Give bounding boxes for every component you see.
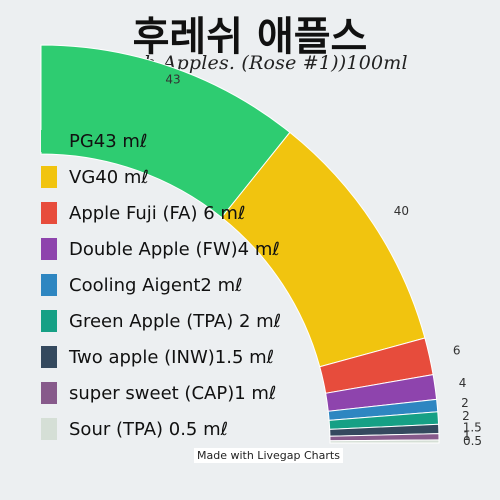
chart-value-label-6: 1.5 [463,421,482,435]
legend-swatch [41,238,57,260]
legend-swatch [41,418,57,440]
chart-slice-8[interactable] [329,439,440,444]
legend-swatch [41,274,57,296]
legend-item[interactable]: super sweet (CAP)1 mℓ [41,375,281,411]
chart-value-label-7: 1 [463,429,471,443]
legend-swatch [41,382,57,404]
chart-legend: PG43 mℓ VG40 mℓ Apple Fuji (FA) 6 mℓ Double… [41,123,281,447]
legend-label: Green Apple (TPA) 2 mℓ [69,310,282,332]
chart-value-label-0: 43 [165,73,180,87]
legend-item[interactable]: VG40 mℓ [41,159,281,195]
chart-value-label-3: 4 [459,376,467,390]
legend-swatch [41,310,57,332]
legend-item[interactable]: Cooling Aigent2 mℓ [41,267,281,303]
page-title: 후레쉬 애플스 [132,14,368,60]
legend-item[interactable]: Apple Fuji (FA) 6 mℓ [41,195,281,231]
legend-label: PG43 mℓ [69,130,148,152]
chart-value-label-8: 0.5 [463,434,482,448]
chart-value-label-1: 40 [394,204,409,218]
legend-swatch [41,130,57,152]
legend-item[interactable]: Green Apple (TPA) 2 mℓ [41,303,281,339]
legend-label: Two apple (INW)1.5 mℓ [69,346,275,368]
legend-swatch [41,346,57,368]
legend-item[interactable]: Double Apple (FW)4 mℓ [41,231,281,267]
legend-label: Cooling Aigent2 mℓ [69,274,243,296]
legend-label: Apple Fuji (FA) 6 mℓ [69,202,246,224]
legend-label: super sweet (CAP)1 mℓ [69,382,277,404]
legend-label: Sour (TPA) 0.5 mℓ [69,418,229,440]
chart-value-label-4: 2 [461,396,469,410]
credit-label: Made with Livegap Charts [194,448,343,463]
chart-slices [40,44,440,444]
legend-item[interactable]: Two apple (INW)1.5 mℓ [41,339,281,375]
chart-value-label-2: 6 [453,343,461,357]
legend-item[interactable]: PG43 mℓ [41,123,281,159]
legend-label: VG40 mℓ [69,166,149,188]
legend-item[interactable]: Sour (TPA) 0.5 mℓ [41,411,281,447]
legend-label: Double Apple (FW)4 mℓ [69,238,280,260]
chart-value-label-5: 2 [462,409,470,423]
legend-swatch [41,166,57,188]
legend-swatch [41,202,57,224]
